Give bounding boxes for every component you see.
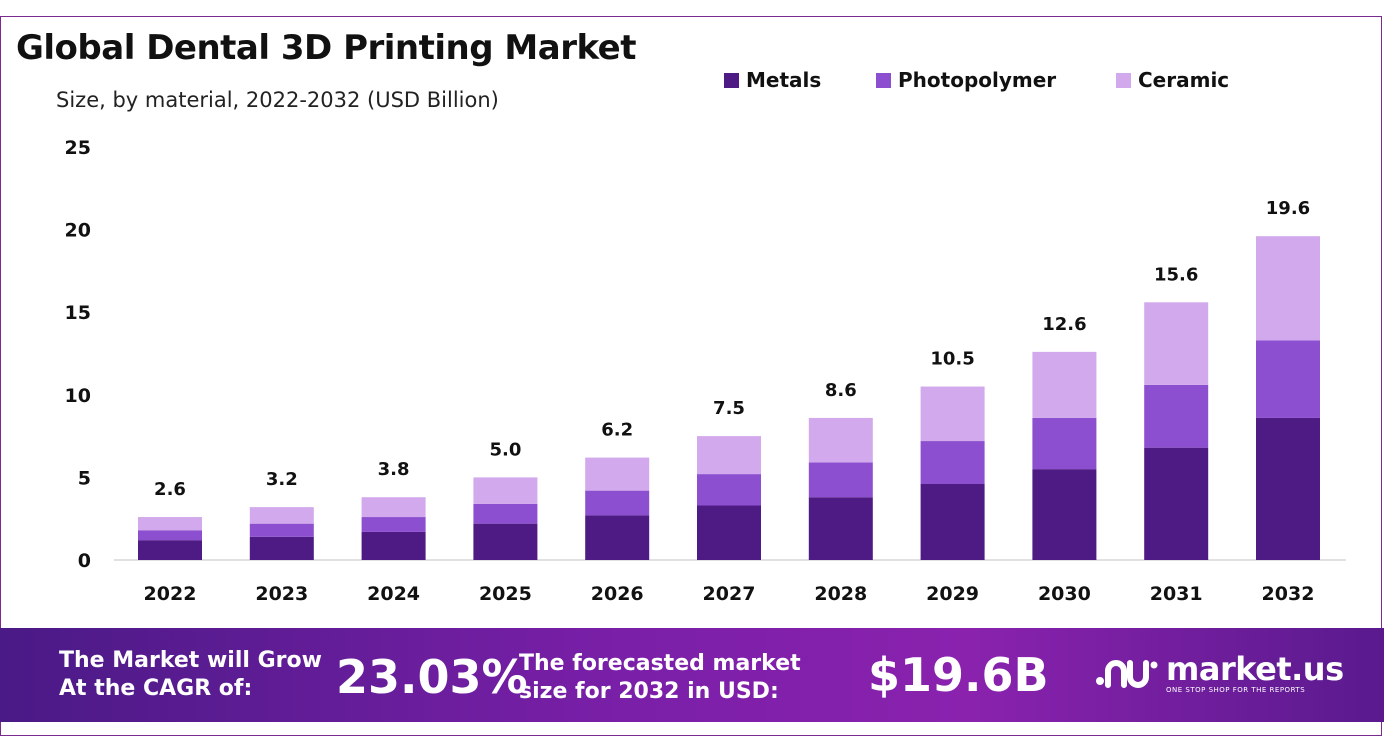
- bar-total-label: 3.2: [266, 469, 298, 490]
- bar-metals-2024: [361, 531, 426, 560]
- bar-total-label: 3.8: [378, 459, 410, 480]
- bar-ceramic-2025: [473, 477, 538, 504]
- bar-photopolymer-2025: [473, 503, 538, 524]
- bar-ceramic-2026: [585, 457, 650, 491]
- bar-metals-2031: [1144, 447, 1209, 560]
- bar-ceramic-2028: [808, 417, 873, 463]
- stacked-bar-chart: 05101520252.620223.220233.820245.020256.…: [65, 137, 1346, 605]
- cagr-value: 23.03%: [336, 650, 528, 704]
- legend-swatch-photopolymer: [876, 72, 891, 88]
- bar-metals-2022: [138, 540, 202, 560]
- bar-metals-2027: [697, 505, 761, 560]
- x-tick-label: 2024: [367, 583, 420, 605]
- legend-swatch-metals: [724, 72, 739, 88]
- bar-ceramic-2024: [361, 497, 426, 518]
- bar-metals-2029: [920, 484, 985, 560]
- x-tick-label: 2032: [1262, 583, 1315, 605]
- legend-label-metals: Metals: [746, 68, 822, 92]
- bar-total-label: 10.5: [930, 349, 974, 370]
- legend-item-ceramic: Ceramic: [1116, 68, 1229, 92]
- x-tick-label: 2028: [814, 583, 867, 605]
- bar-total-label: 6.2: [601, 420, 633, 441]
- legend-item-photopolymer: Photopolymer: [876, 68, 1056, 92]
- bar-ceramic-2027: [697, 436, 761, 475]
- bar-total-label: 19.6: [1266, 198, 1310, 219]
- bar-photopolymer-2023: [249, 523, 314, 537]
- y-tick-label: 25: [65, 137, 91, 159]
- legend-swatch-ceramic: [1116, 72, 1131, 88]
- x-tick-label: 2025: [479, 583, 532, 605]
- bar-photopolymer-2031: [1144, 384, 1209, 448]
- bar-metals-2030: [1032, 469, 1097, 560]
- bar-photopolymer-2022: [138, 530, 202, 541]
- market-us-logo: market.us ONE STOP SHOP FOR THE REPORTS: [1094, 652, 1344, 694]
- market-us-logo-icon: [1096, 660, 1158, 688]
- y-tick-label: 20: [65, 220, 91, 242]
- bar-photopolymer-2032: [1256, 340, 1320, 418]
- market-us-logo-tagline: ONE STOP SHOP FOR THE REPORTS: [1166, 686, 1306, 694]
- bar-metals-2026: [585, 515, 650, 560]
- y-tick-label: 5: [78, 467, 91, 489]
- bar-metals-2023: [249, 536, 314, 560]
- legend-label-photopolymer: Photopolymer: [898, 68, 1057, 92]
- x-tick-label: 2026: [591, 583, 644, 605]
- cagr-label-line2: At the CAGR of:: [59, 676, 253, 701]
- bar-photopolymer-2029: [920, 441, 985, 485]
- bar-ceramic-2022: [138, 517, 202, 531]
- forecast-label-line2: size for 2032 in USD:: [519, 679, 779, 704]
- bar-ceramic-2032: [1256, 236, 1320, 341]
- x-tick-label: 2023: [255, 583, 308, 605]
- chart-title: Global Dental 3D Printing Market: [16, 28, 636, 68]
- bar-total-label: 12.6: [1042, 314, 1086, 335]
- x-tick-label: 2022: [144, 583, 197, 605]
- summary-banner: The Market will Grow At the CAGR of: 23.…: [0, 628, 1384, 722]
- bar-ceramic-2030: [1032, 351, 1097, 418]
- y-tick-label: 15: [65, 302, 91, 324]
- x-tick-label: 2030: [1038, 583, 1091, 605]
- forecast-label-line1: The forecasted market: [519, 651, 801, 676]
- bar-photopolymer-2030: [1032, 417, 1097, 470]
- legend-label-ceramic: Ceramic: [1138, 68, 1230, 92]
- bar-total-label: 15.6: [1154, 264, 1198, 285]
- bar-metals-2025: [473, 523, 538, 560]
- cagr-label: The Market will Grow At the CAGR of:: [59, 647, 322, 703]
- bar-photopolymer-2026: [585, 490, 650, 516]
- forecast-value: $19.6B: [868, 648, 1049, 702]
- bar-photopolymer-2027: [697, 474, 761, 506]
- x-tick-label: 2031: [1150, 583, 1203, 605]
- chart-subtitle: Size, by material, 2022-2032 (USD Billio…: [56, 88, 499, 112]
- bar-metals-2028: [808, 497, 873, 560]
- y-tick-label: 10: [65, 385, 91, 407]
- bar-photopolymer-2024: [361, 517, 426, 532]
- bar-total-label: 7.5: [713, 398, 745, 419]
- bar-metals-2032: [1256, 417, 1320, 560]
- x-tick-label: 2029: [926, 583, 979, 605]
- y-tick-label: 0: [78, 550, 91, 572]
- forecast-label: The forecasted market size for 2032 in U…: [519, 650, 801, 706]
- market-us-logo-name: market.us: [1166, 650, 1344, 688]
- bar-total-label: 8.6: [825, 380, 857, 401]
- bar-ceramic-2031: [1144, 302, 1209, 385]
- bar-total-label: 2.6: [154, 479, 186, 500]
- legend-item-metals: Metals: [724, 68, 821, 92]
- bar-photopolymer-2028: [808, 462, 873, 498]
- bar-total-label: 5.0: [489, 439, 521, 460]
- bar-ceramic-2023: [249, 507, 314, 524]
- x-tick-label: 2027: [703, 583, 756, 605]
- cagr-label-line1: The Market will Grow: [59, 648, 322, 673]
- bar-ceramic-2029: [920, 386, 985, 442]
- chart-frame: [0, 16, 1382, 736]
